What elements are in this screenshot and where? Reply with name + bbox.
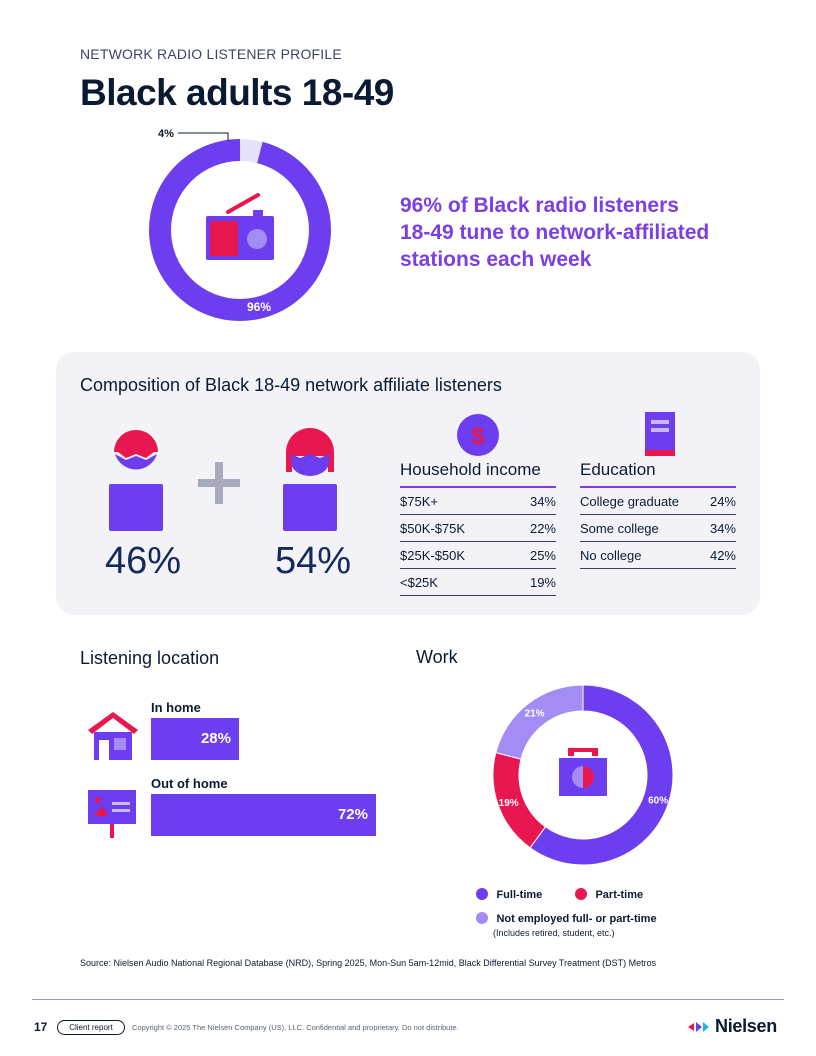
legend-swatch	[575, 888, 587, 900]
out-home-bar: 72%	[151, 794, 376, 836]
income-label: <$25K	[400, 574, 438, 590]
legend-part-time: Part-time	[575, 885, 643, 903]
education-row: No college 42%	[580, 542, 736, 569]
page-number: 17	[34, 1020, 48, 1034]
legend-full-time: Full-time	[476, 885, 542, 903]
work-donut-chart: 60% 19% 21%	[492, 684, 674, 866]
svg-text:$: $	[471, 423, 485, 450]
nielsen-brand: Nielsen	[715, 1016, 777, 1036]
income-value: 22%	[529, 520, 556, 536]
work-slice-not-employed-label: 21%	[525, 709, 545, 720]
income-label: $50K-$75K	[400, 520, 466, 536]
legend-label: Part-time	[595, 889, 644, 901]
briefcase-icon	[559, 748, 607, 796]
men-pct: 46%	[105, 540, 182, 582]
income-label: $25K-$50K	[400, 547, 466, 563]
work-slice-full-time	[529, 684, 674, 866]
composition-panel	[56, 352, 760, 615]
out-home-label: Out of home	[151, 776, 228, 791]
headline-line-1: 96% of Black radio listeners	[400, 194, 679, 217]
dollar-icon: $	[457, 414, 499, 456]
source-note: Source: Nielsen Audio National Regional …	[80, 958, 657, 968]
reach-headline: 96% of Black radio listeners 18-49 tune …	[400, 192, 760, 273]
in-home-label: In home	[151, 700, 201, 715]
plus-icon	[198, 462, 240, 504]
work-title: Work	[416, 647, 458, 667]
income-value: 25%	[529, 547, 556, 563]
in-home-bar: 28%	[151, 718, 239, 760]
legend-not-employed: Not employed full- or part-time (Include…	[476, 909, 657, 938]
book-icon	[645, 412, 675, 456]
education-divider	[580, 486, 736, 488]
reach-other-label: 4%	[158, 128, 174, 140]
reach-segment-network	[149, 139, 331, 321]
income-row: $75K+ 34%	[400, 488, 556, 515]
work-slice-full-time-label: 60%	[648, 795, 668, 806]
legend-note: (Includes retired, student, etc.)	[493, 928, 615, 938]
nielsen-logo-icon	[688, 1022, 709, 1032]
education-label: Some college	[580, 520, 659, 536]
legend-swatch	[476, 912, 488, 924]
education-value: 42%	[709, 547, 736, 563]
client-report-badge: Client report	[57, 1020, 125, 1035]
work-slice-not-employed	[495, 684, 584, 760]
legend-label: Full-time	[496, 889, 543, 901]
headline-line-2: 18-49 tune to network-affiliated	[400, 221, 710, 244]
income-row: <$25K 19%	[400, 569, 556, 596]
education-value: 34%	[709, 520, 736, 536]
income-divider	[400, 486, 556, 488]
man-icon	[109, 430, 163, 531]
location-title: Listening location	[80, 648, 220, 668]
radio-icon	[206, 193, 274, 260]
page-title: Black adults 18-49	[80, 72, 394, 113]
house-icon	[88, 712, 138, 760]
out-home-value: 72%	[337, 806, 368, 823]
work-slice-part-time-label: 19%	[499, 798, 519, 809]
billboard-icon	[88, 790, 136, 838]
composition-title: Composition of Black 18-49 network affil…	[80, 375, 502, 395]
reach-network-label: 96%	[247, 300, 271, 314]
in-home-value: 28%	[200, 730, 231, 747]
education-row: Some college 34%	[580, 515, 736, 542]
reach-donut-chart: 4% 96%	[149, 128, 331, 321]
income-title: Household income	[400, 460, 541, 479]
eyebrow: NETWORK RADIO LISTENER PROFILE	[80, 46, 342, 62]
women-pct: 54%	[275, 540, 352, 582]
education-table: Education College graduate 24% Some colle…	[580, 460, 736, 569]
reach-callout-line	[178, 132, 229, 141]
income-label: $75K+	[400, 493, 438, 509]
education-title: Education	[580, 460, 656, 479]
legend-label: Not employed full- or part-time	[496, 913, 657, 925]
headline-line-3: stations each week	[400, 248, 592, 271]
income-row: $50K-$75K 22%	[400, 515, 556, 542]
income-value: 19%	[529, 574, 556, 590]
woman-icon	[283, 428, 337, 531]
legend-swatch	[476, 888, 488, 900]
education-row: College graduate 24%	[580, 488, 736, 515]
education-label: College graduate	[580, 493, 680, 509]
income-table: Household income $75K+ 34% $50K-$75K 22% $…	[400, 460, 556, 596]
income-value: 34%	[529, 493, 556, 509]
footer-divider	[32, 999, 784, 1000]
income-row: $25K-$50K 25%	[400, 542, 556, 569]
copyright: Copyright © 2025 The Nielsen Company (US…	[132, 1023, 459, 1032]
education-label: No college	[580, 547, 642, 563]
education-value: 24%	[709, 493, 736, 509]
